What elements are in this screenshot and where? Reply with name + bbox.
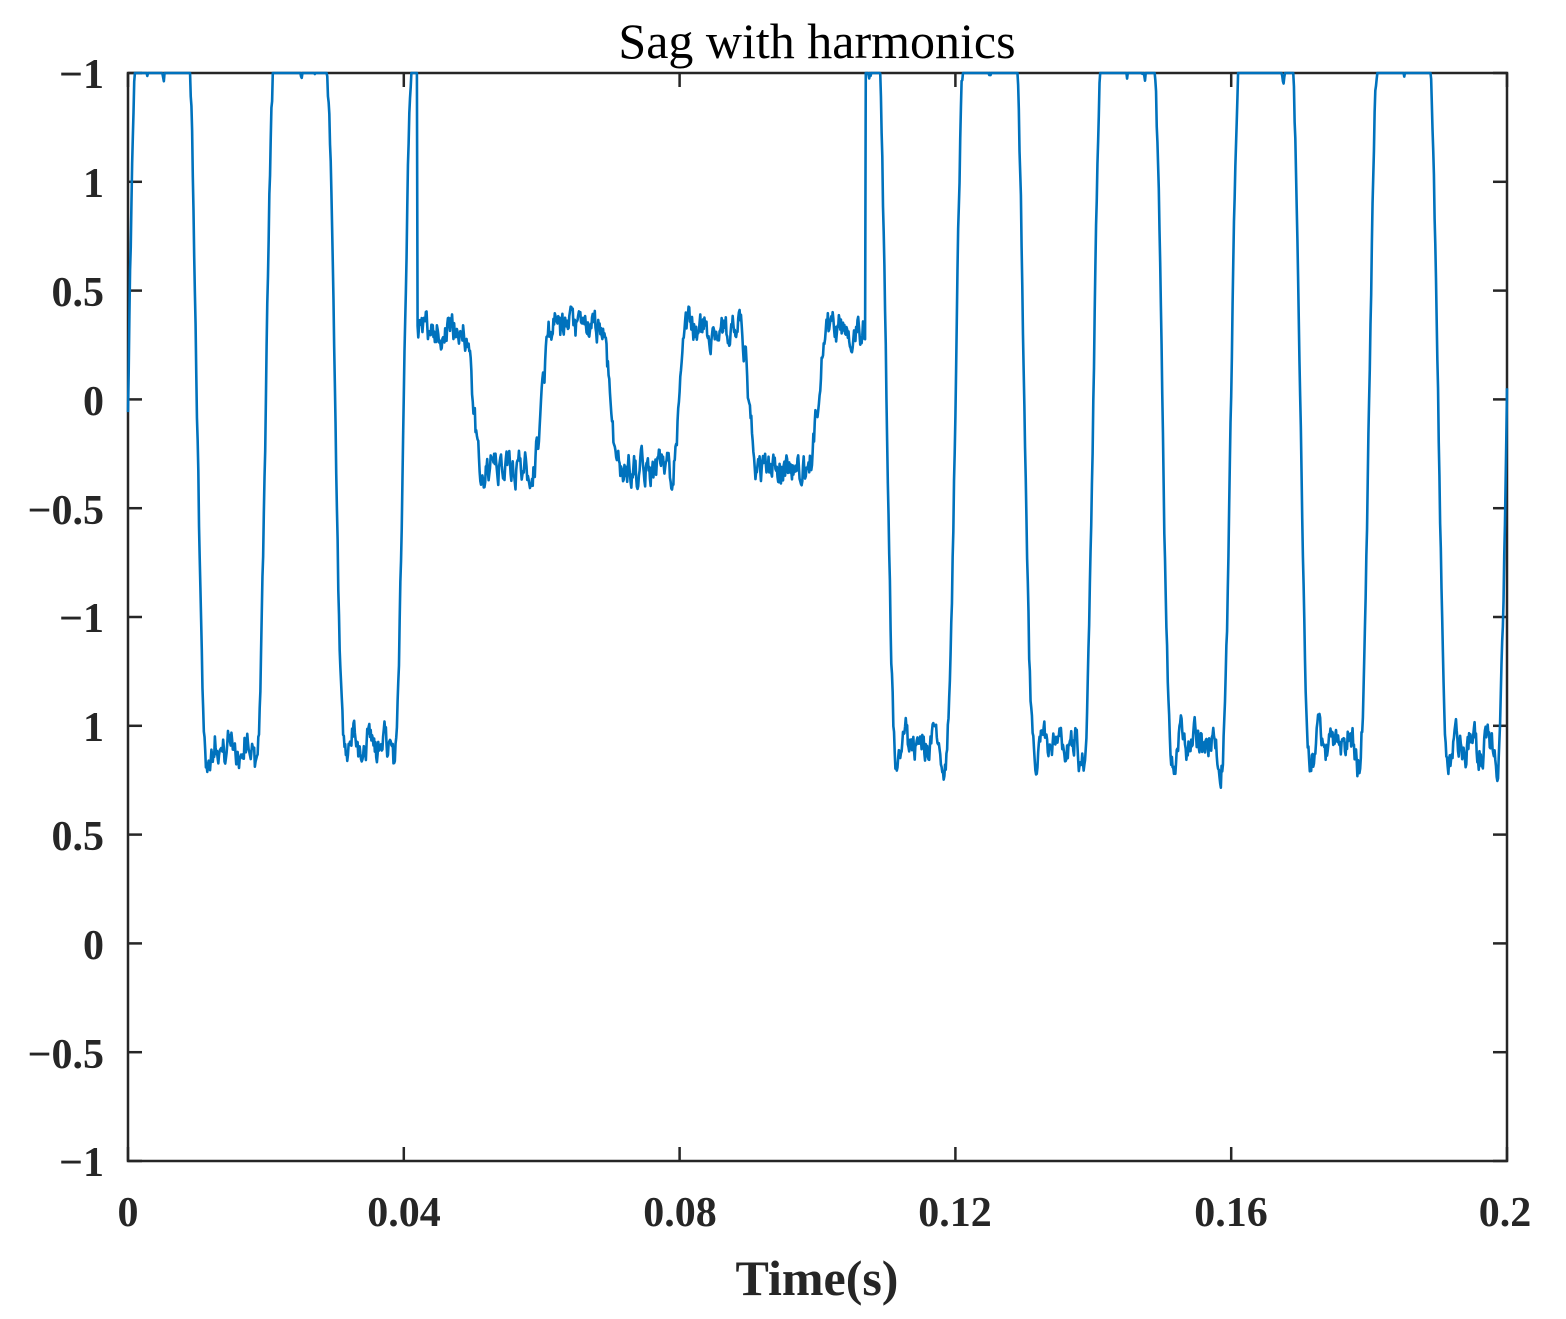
y-tick-label: 0.5	[52, 814, 105, 860]
y-tick-labels: −1 1 0.5 0 −0.5 −1 1 0.5 0 −0.5 −1	[28, 52, 104, 1186]
y-tick-label: 0	[83, 379, 104, 425]
tick-marks	[126, 71, 1509, 1163]
data-series-line	[126, 71, 1509, 789]
x-tick-label: 0	[118, 1190, 139, 1236]
y-tick-label: 0.5	[52, 270, 105, 316]
x-axis-label: Time(s)	[736, 1250, 899, 1306]
x-tick-labels: 0 0.04 0.08 0.12 0.16 0.2	[118, 1190, 1532, 1236]
plot-frame	[126, 71, 1509, 1163]
y-tick-label: −1	[59, 596, 104, 642]
x-tick-label: 0.08	[643, 1190, 717, 1236]
y-tick-label: −1	[59, 52, 104, 98]
y-tick-label: −0.5	[28, 488, 104, 534]
x-tick-label: 0.2	[1479, 1190, 1532, 1236]
y-tick-label: 1	[83, 161, 104, 207]
x-tick-label: 0.04	[367, 1190, 441, 1236]
x-tick-label: 0.16	[1194, 1190, 1268, 1236]
chart-title: Sag with harmonics	[618, 13, 1015, 69]
y-tick-label: −1	[59, 1140, 104, 1186]
x-tick-label: 0.12	[918, 1190, 992, 1236]
y-tick-label: 1	[83, 705, 104, 751]
y-tick-label: −0.5	[28, 1032, 104, 1078]
y-tick-label: 0	[83, 923, 104, 969]
